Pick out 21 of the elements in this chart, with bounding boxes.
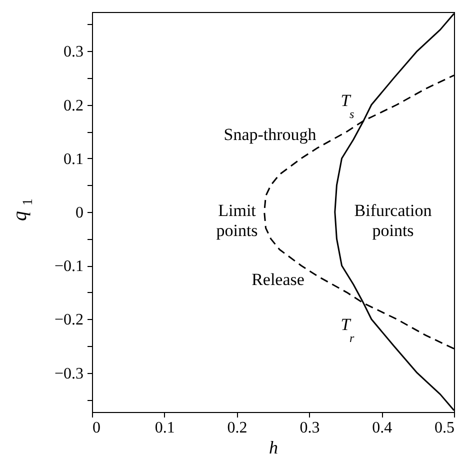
y-tick-label: 0 [76, 204, 84, 222]
y-tick-label: 0.2 [64, 97, 84, 114]
y-tick-label: −0.3 [54, 365, 84, 382]
annotation: Tr [340, 315, 354, 346]
annotation: Ts [340, 90, 354, 121]
y-tick-label: 0.1 [64, 150, 84, 168]
x-tick-label: 0.2 [227, 420, 248, 436]
y-tick-label: −0.2 [54, 312, 84, 329]
y-tick-label: 0.3 [64, 44, 84, 61]
x-axis-title: h [269, 438, 278, 458]
x-tick-label: 0 [92, 420, 100, 436]
annotation: Limit points [216, 201, 258, 240]
x-tick-label: 0.5 [434, 420, 454, 436]
x-tick-label: 0.1 [154, 420, 175, 436]
y-axis-title: q1 [9, 198, 36, 221]
annotation: Release [252, 270, 304, 289]
annotation: Snap-through [224, 125, 317, 144]
x-tick-label: 0.3 [300, 420, 320, 436]
y-tick-label: −0.1 [54, 258, 84, 276]
annotation: Bifurcation points [354, 201, 432, 240]
x-tick-label: 0.4 [372, 420, 392, 436]
